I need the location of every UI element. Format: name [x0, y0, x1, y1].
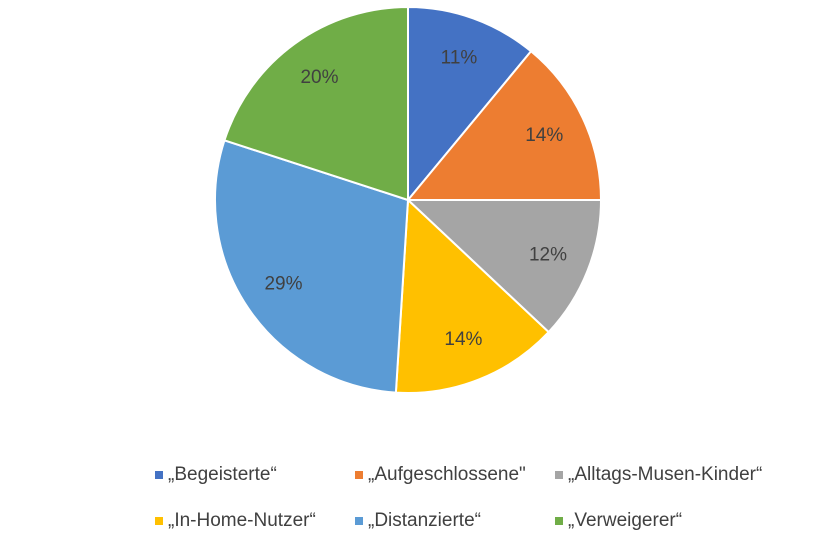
legend-label: „In-Home-Nutzer“ [168, 510, 316, 531]
legend-label: „Aufgeschlossene" [368, 464, 526, 485]
legend-label: „Distanzierte“ [368, 510, 481, 531]
data-label: 29% [264, 274, 302, 295]
data-label: 11% [441, 47, 478, 68]
legend-swatch [355, 517, 363, 525]
data-label: 14% [525, 125, 563, 146]
pie-slice [394, 197, 551, 394]
pie-slice [407, 5, 533, 203]
legend-swatch [555, 471, 563, 479]
pie-slice [223, 5, 409, 202]
data-label: 20% [300, 67, 338, 88]
legend-swatch [355, 471, 363, 479]
legend-swatch [155, 517, 163, 525]
legend-label: „Verweigerer“ [568, 510, 682, 531]
data-label: 12% [529, 244, 567, 265]
legend-label: „Alltags-Musen-Kinder“ [568, 464, 762, 485]
pie-slice [405, 49, 603, 201]
pie-slice [405, 199, 603, 334]
legend-swatch [555, 517, 563, 525]
legend-label: „Begeisterte“ [168, 464, 277, 485]
legend-swatch [155, 471, 163, 479]
data-label: 14% [444, 329, 482, 350]
pie-slice [214, 139, 410, 394]
